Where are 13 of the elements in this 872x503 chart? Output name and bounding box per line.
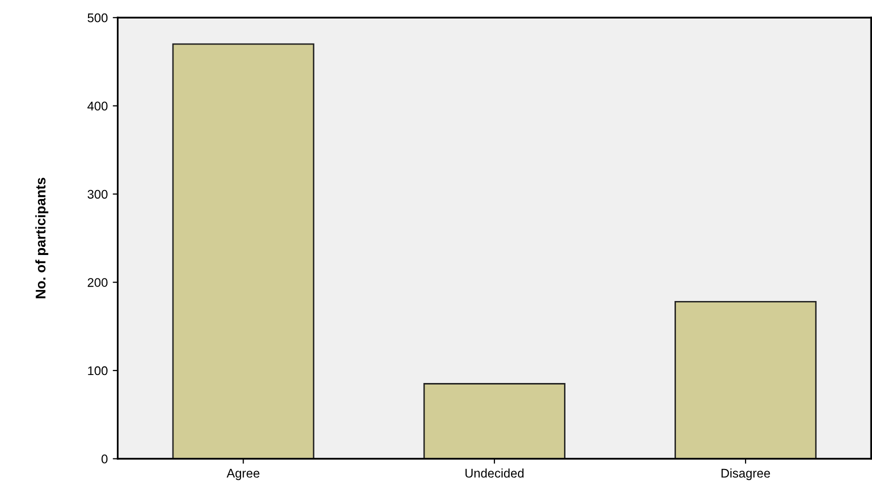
y-tick-label: 300 <box>88 190 108 199</box>
bar <box>674 301 817 459</box>
y-tick-label: 500 <box>88 13 108 22</box>
y-axis-title: No. of participants <box>35 178 48 298</box>
bar <box>423 383 566 459</box>
y-tick-label: 400 <box>87 102 108 110</box>
y-tick-label: 200 <box>88 278 108 287</box>
y-tick-label: 0 <box>102 454 108 464</box>
x-tick-label: Agree <box>226 468 260 480</box>
x-tick-label: Disagree <box>722 468 770 480</box>
y-tick-label: 100 <box>88 366 108 376</box>
x-tick-label: Undecided <box>466 468 524 478</box>
bar <box>172 43 314 459</box>
